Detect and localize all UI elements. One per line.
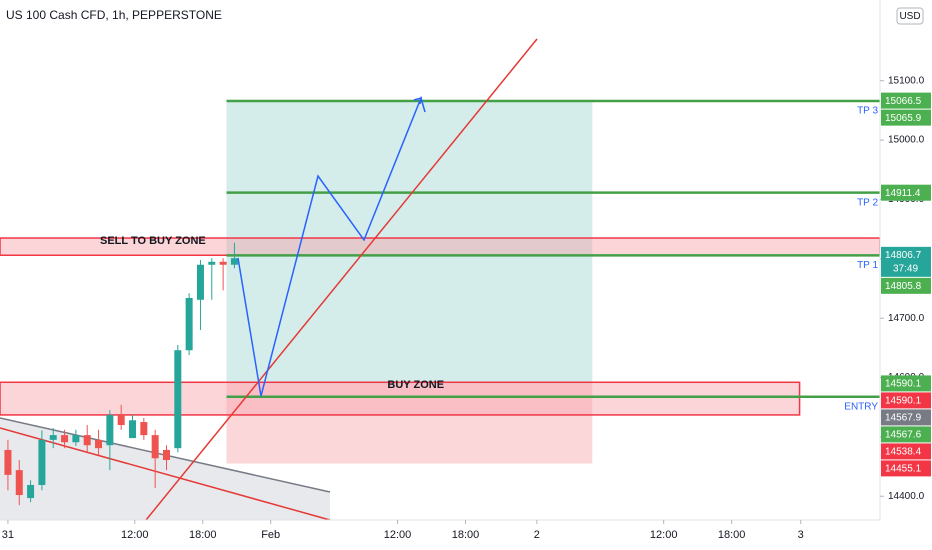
level-label: ENTRY bbox=[844, 401, 878, 412]
drawings-back bbox=[0, 417, 331, 521]
level-label: TP 1 bbox=[857, 260, 878, 271]
x-tick-label: 12:00 bbox=[384, 529, 412, 541]
price-label: 14590.1 bbox=[885, 379, 922, 390]
projection-path bbox=[237, 95, 426, 397]
x-tick-label: Feb bbox=[261, 529, 280, 541]
y-tick-label: 14400.0 bbox=[888, 491, 925, 502]
y-tick-label: 15000.0 bbox=[888, 135, 925, 146]
candles bbox=[4, 242, 238, 506]
channel bbox=[0, 418, 330, 520]
candle-body bbox=[196, 264, 204, 300]
candle-body bbox=[27, 484, 35, 499]
price-label: 14538.4 bbox=[885, 447, 922, 458]
price-label: 15065.9 bbox=[885, 113, 922, 124]
currency-box[interactable] bbox=[896, 7, 924, 25]
price-label-box bbox=[881, 277, 931, 294]
price-label: 14455.1 bbox=[885, 464, 922, 475]
price-label: 14805.8 bbox=[885, 281, 922, 292]
x-tick-label: 31 bbox=[2, 529, 14, 541]
price-label: 14911.4 bbox=[885, 188, 921, 199]
x-tick-label: 18:00 bbox=[452, 529, 480, 541]
y-tick-label: 14700.0 bbox=[888, 313, 925, 324]
candle-body bbox=[208, 261, 216, 265]
price-label: 15066.5 bbox=[885, 96, 922, 107]
price-label: 14567.6 bbox=[885, 430, 922, 441]
price-label-box bbox=[881, 460, 931, 477]
y-tick-label: 15100.0 bbox=[888, 75, 925, 86]
countdown: 37:49 bbox=[893, 263, 918, 274]
chart-title: US 100 Cash CFD, 1h, PEPPERSTONE bbox=[6, 8, 222, 22]
trend-line bbox=[145, 38, 538, 521]
x-tick-label: 12:00 bbox=[121, 529, 149, 541]
zones: SELL TO BUY ZONE BUY ZONE TP 3 TP 2 TP 1 ENTR… bbox=[0, 99, 881, 464]
candle-body bbox=[219, 261, 227, 265]
price-label-box bbox=[881, 375, 931, 392]
price-label-box bbox=[881, 426, 931, 443]
arrow-head bbox=[413, 96, 422, 105]
candle-body bbox=[38, 439, 46, 485]
candle-body bbox=[117, 414, 125, 426]
x-tick-label: 18:00 bbox=[189, 529, 217, 541]
candle-body bbox=[95, 439, 103, 449]
currency[interactable]: USD bbox=[899, 11, 920, 22]
candle-body bbox=[162, 449, 170, 461]
candle-body bbox=[4, 449, 12, 475]
zone-label: SELL TO BUY ZONE bbox=[100, 235, 206, 247]
price-label: 14806.7 bbox=[885, 250, 922, 261]
candle-body bbox=[106, 414, 114, 446]
price-label-box bbox=[881, 443, 931, 460]
profit-zone bbox=[226, 100, 593, 384]
level-label: TP 3 bbox=[857, 106, 878, 117]
candle-body bbox=[174, 350, 182, 449]
candle-body bbox=[61, 435, 69, 443]
candle-body bbox=[151, 435, 159, 459]
candle-body bbox=[15, 470, 23, 496]
candle-body bbox=[230, 258, 238, 265]
zone bbox=[0, 381, 801, 416]
zone-label: BUY ZONE bbox=[387, 379, 444, 391]
candle-body bbox=[140, 422, 148, 436]
price-label: 14590.1 bbox=[885, 396, 922, 407]
price-label-box bbox=[881, 184, 931, 201]
price-label-box bbox=[881, 409, 931, 426]
candle-body bbox=[185, 297, 193, 351]
price-label-box bbox=[881, 92, 931, 109]
time-axis bbox=[0, 520, 880, 550]
candle-body bbox=[129, 420, 137, 439]
candle-body bbox=[83, 435, 91, 446]
x-tick-label: 3 bbox=[798, 529, 804, 541]
x-tick-label: 18:00 bbox=[718, 529, 746, 541]
price-label-box bbox=[881, 109, 931, 126]
price-label: 14567.9 bbox=[885, 413, 922, 424]
level-label: TP 2 bbox=[857, 197, 878, 208]
axis-labels: 14400.014500.014600.014700.014800.014900… bbox=[2, 75, 931, 541]
price-label-box bbox=[881, 392, 931, 409]
channel-line bbox=[0, 427, 331, 521]
drawings-front bbox=[145, 38, 538, 521]
x-tick-label: 2 bbox=[534, 529, 540, 541]
candle-body bbox=[49, 435, 57, 440]
x-tick-label: 12:00 bbox=[650, 529, 678, 541]
price-label-box bbox=[881, 246, 931, 277]
candle-body bbox=[72, 435, 80, 443]
